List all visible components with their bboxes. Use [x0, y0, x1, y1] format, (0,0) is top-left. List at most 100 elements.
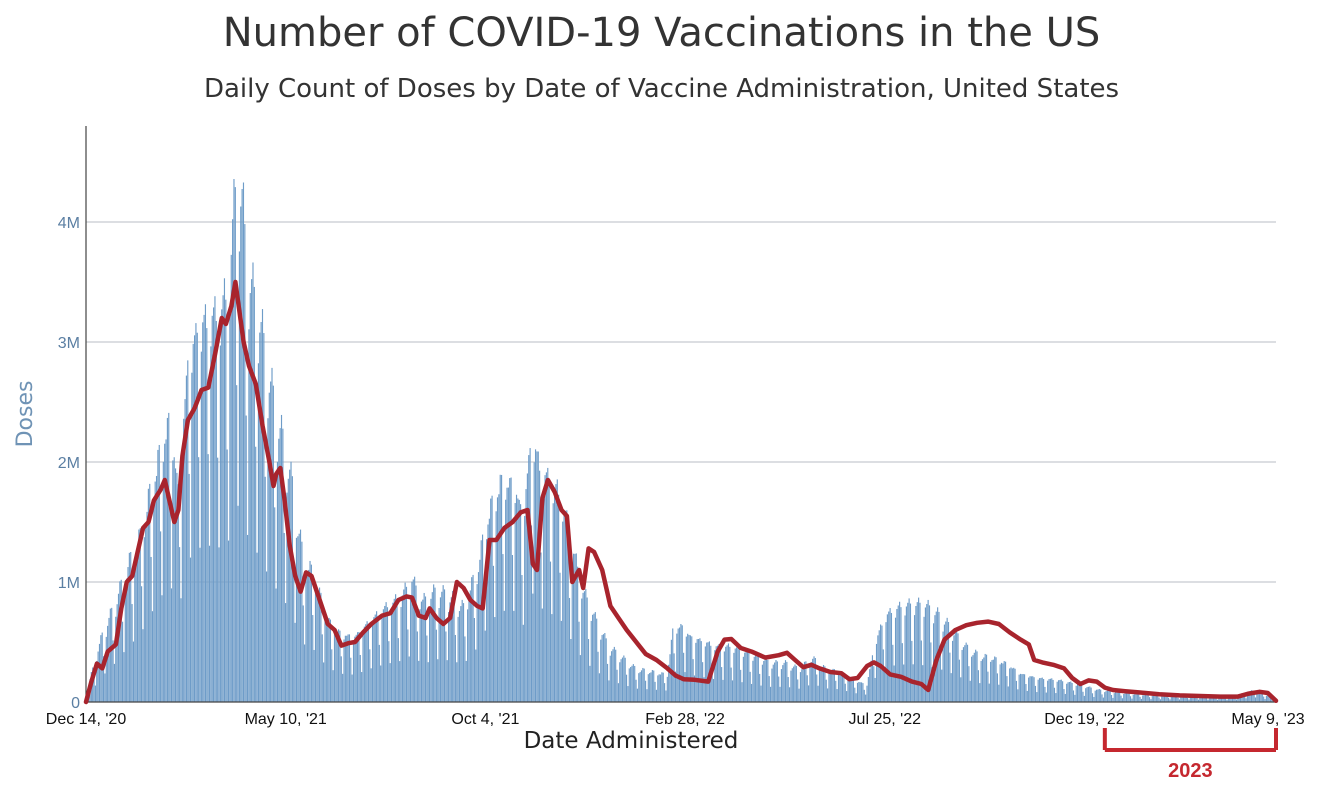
dose-bar	[1059, 679, 1061, 702]
dose-bar	[1203, 696, 1205, 702]
dose-bar	[1120, 695, 1122, 702]
dose-bar	[219, 345, 221, 702]
dose-bar	[102, 656, 105, 702]
dose-bar	[305, 578, 307, 702]
dose-bar	[442, 585, 444, 702]
dose-bar	[649, 673, 651, 702]
dose-bar	[479, 559, 481, 702]
dose-bar	[763, 660, 765, 702]
dose-bar	[530, 525, 533, 702]
dose-bar	[534, 449, 537, 702]
dose-bar	[715, 646, 717, 702]
dose-bar	[673, 653, 675, 702]
dose-bar	[317, 592, 319, 702]
dose-bar	[1000, 662, 1003, 702]
dose-bar	[858, 681, 860, 702]
dose-bar	[741, 682, 743, 702]
x-tick-labels: Dec 14, '20 May 10, '21 Oct 4, '21 Feb 28, …	[46, 711, 1305, 728]
dose-bar	[991, 660, 993, 702]
dose-bar	[1234, 698, 1236, 702]
dose-bar	[427, 662, 429, 702]
dose-bar	[1055, 693, 1057, 702]
dose-bar	[1254, 697, 1257, 702]
dose-bar	[166, 417, 168, 702]
dose-bar	[294, 622, 296, 702]
dose-bar	[282, 428, 284, 702]
dose-bar	[185, 375, 188, 702]
dose-bar	[331, 649, 333, 702]
dose-bar	[265, 571, 268, 702]
dose-bar	[600, 639, 602, 702]
dose-bar	[676, 633, 678, 702]
dose-bar	[795, 665, 797, 702]
dose-bar	[214, 296, 216, 702]
dose-bar	[452, 590, 454, 702]
dose-bar	[416, 631, 418, 702]
dose-bar	[909, 603, 912, 702]
dose-bar	[968, 666, 970, 702]
dose-bar	[437, 659, 439, 702]
dose-bar	[145, 523, 147, 702]
dose-bar	[852, 679, 854, 702]
dose-bar	[1074, 694, 1076, 702]
dose-bar	[232, 219, 234, 702]
dose-bar	[1085, 688, 1087, 702]
dose-bar	[430, 598, 432, 702]
dose-bar	[1187, 697, 1189, 702]
dose-bar	[605, 638, 607, 702]
dose-bar	[1248, 691, 1250, 702]
dose-bar	[712, 678, 715, 702]
dose-bar	[230, 254, 232, 703]
dose-bar	[941, 669, 943, 702]
dose-bar	[412, 579, 414, 702]
dose-bar	[727, 643, 730, 702]
dose-bar	[981, 659, 984, 702]
dose-bar	[409, 595, 412, 702]
dose-bar	[259, 332, 261, 702]
x-tick-label: Oct 4, '21	[451, 711, 519, 728]
dose-bar	[613, 646, 615, 702]
dose-bar	[548, 483, 550, 702]
dose-bar	[913, 615, 916, 702]
dose-bar	[1004, 661, 1007, 702]
dose-bar	[791, 668, 793, 702]
dose-bar	[1044, 686, 1046, 702]
x-axis-label: Date Administered	[524, 728, 739, 754]
dose-bar	[999, 664, 1001, 702]
dose-bar	[388, 641, 390, 702]
dose-bar	[802, 665, 804, 702]
dose-bar	[187, 360, 189, 702]
dose-bar	[908, 598, 910, 702]
dose-bar	[308, 569, 310, 702]
dose-bar	[1056, 681, 1058, 702]
dose-bar	[1261, 692, 1263, 702]
dose-bar	[976, 651, 978, 702]
dose-bar	[378, 644, 380, 702]
dose-bar	[1139, 696, 1141, 702]
dose-bar	[119, 581, 121, 702]
dose-bar	[374, 614, 376, 702]
dose-bar	[604, 633, 606, 702]
dose-bar	[206, 328, 208, 702]
dose-bar	[225, 299, 227, 702]
dose-bar	[1146, 694, 1148, 702]
dose-bar	[825, 679, 827, 702]
dose-bar	[602, 634, 605, 702]
dose-bar	[689, 635, 691, 702]
dose-bar	[218, 547, 220, 702]
dose-bar	[695, 642, 697, 702]
dose-bar	[155, 475, 158, 702]
dose-bar	[907, 602, 909, 702]
dose-bar	[475, 649, 477, 702]
dose-bar	[731, 680, 734, 702]
dose-bar	[347, 634, 349, 702]
dose-bar	[257, 363, 259, 702]
dose-bar	[643, 668, 645, 702]
dose-bar	[1121, 698, 1123, 702]
dose-bar	[537, 451, 539, 702]
dose-bar	[1006, 676, 1008, 702]
dose-bar	[283, 532, 285, 702]
dose-bar	[415, 585, 417, 702]
dose-bar	[623, 655, 625, 702]
